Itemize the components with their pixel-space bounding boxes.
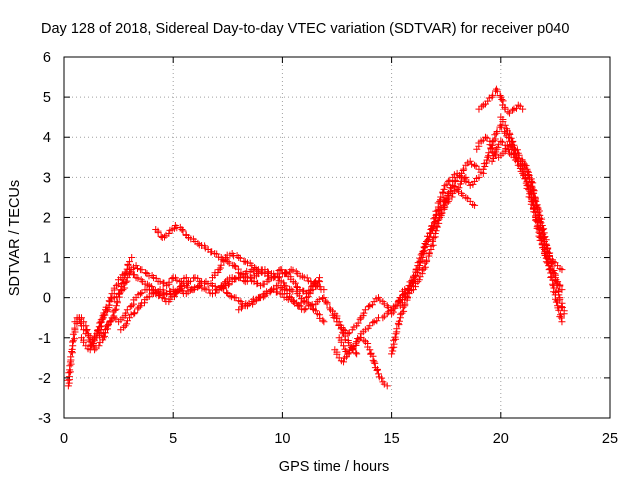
x-axis-label: GPS time / hours [279,459,389,475]
plot-border [63,56,611,419]
y-tick-label: -3 [38,411,51,427]
series-markers [475,85,527,117]
x-tick-label: 25 [602,431,618,447]
series-arc15 [409,181,479,294]
y-tick-label: -1 [38,331,51,347]
x-tick-label: 15 [384,431,400,447]
y-axis-label: SDTVAR / TECUs [7,180,23,296]
chart-title: Day 128 of 2018, Sidereal Day-to-day VTE… [41,21,569,37]
series-markers [409,181,479,294]
x-tick-label: 0 [60,431,68,447]
series-arc7 [209,250,328,294]
grid-lines [64,57,610,418]
y-tick-label: 5 [43,90,51,106]
series-arc6 [152,221,324,298]
y-tick-label: 3 [43,170,51,186]
series-arc16 [431,169,483,221]
series-arc21 [497,113,566,274]
series-arc17 [475,85,527,117]
series-markers [497,113,566,274]
y-tick-label: 6 [43,50,51,66]
x-tick-label: 20 [493,431,509,447]
x-tick-label: 10 [274,431,290,447]
y-tick-label: 2 [43,210,51,226]
axis-ticks [63,56,611,419]
series-markers [431,169,483,221]
series-arc11 [331,286,409,338]
data-points [64,85,568,390]
y-tick-label: 1 [43,251,51,267]
y-tick-label: 0 [43,291,51,307]
tick-labels: 0 5 10 15 20 25 -3 -2 -1 0 1 2 3 4 5 6 [38,50,618,447]
y-tick-label: -2 [38,371,51,387]
series-markers [152,221,324,298]
x-tick-label: 5 [169,431,177,447]
series-markers [209,250,328,294]
y-tick-label: 4 [43,130,51,146]
series-markers [331,286,409,338]
